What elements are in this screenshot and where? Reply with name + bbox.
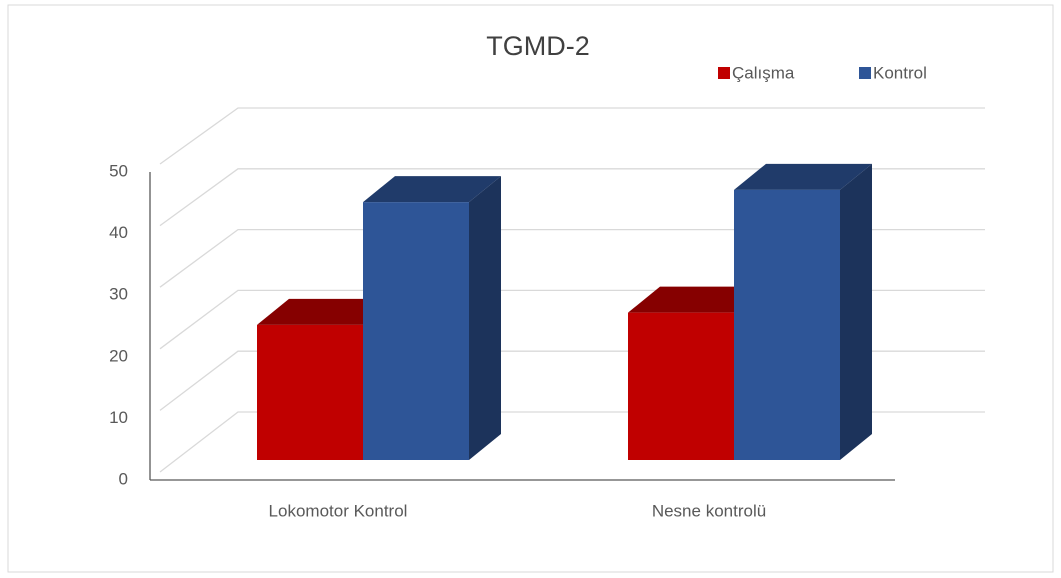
legend-swatch (859, 67, 871, 79)
legend-label: Kontrol (873, 63, 927, 82)
bar (734, 163, 872, 460)
bar-front (363, 202, 469, 460)
bar-front (628, 312, 734, 460)
chart-border (7, 4, 1054, 573)
grid-line (159, 107, 985, 165)
y-tick-label: 20 (109, 346, 128, 365)
bar-side (469, 176, 501, 460)
y-tick-label: 0 (119, 469, 128, 488)
bar-top (363, 176, 501, 203)
bar (363, 176, 501, 460)
y-tick-label: 40 (109, 223, 128, 242)
x-tick-label: Lokomotor Kontrol (269, 501, 408, 520)
bar-top (734, 163, 872, 190)
bar-top (257, 298, 395, 325)
bar-top (628, 286, 766, 313)
x-tick-label: Nesne kontrolü (652, 501, 766, 520)
grid-line (159, 168, 985, 227)
y-tick-label: 30 (109, 285, 128, 304)
y-tick-label: 10 (109, 408, 128, 427)
legend-swatch (718, 67, 730, 79)
bar-front (734, 189, 840, 460)
bar-front (257, 324, 363, 460)
legend-label: Çalışma (732, 63, 795, 82)
y-tick-label: 50 (109, 161, 128, 180)
chart-title: TGMD-2 (486, 31, 590, 61)
bar-side (840, 163, 872, 460)
